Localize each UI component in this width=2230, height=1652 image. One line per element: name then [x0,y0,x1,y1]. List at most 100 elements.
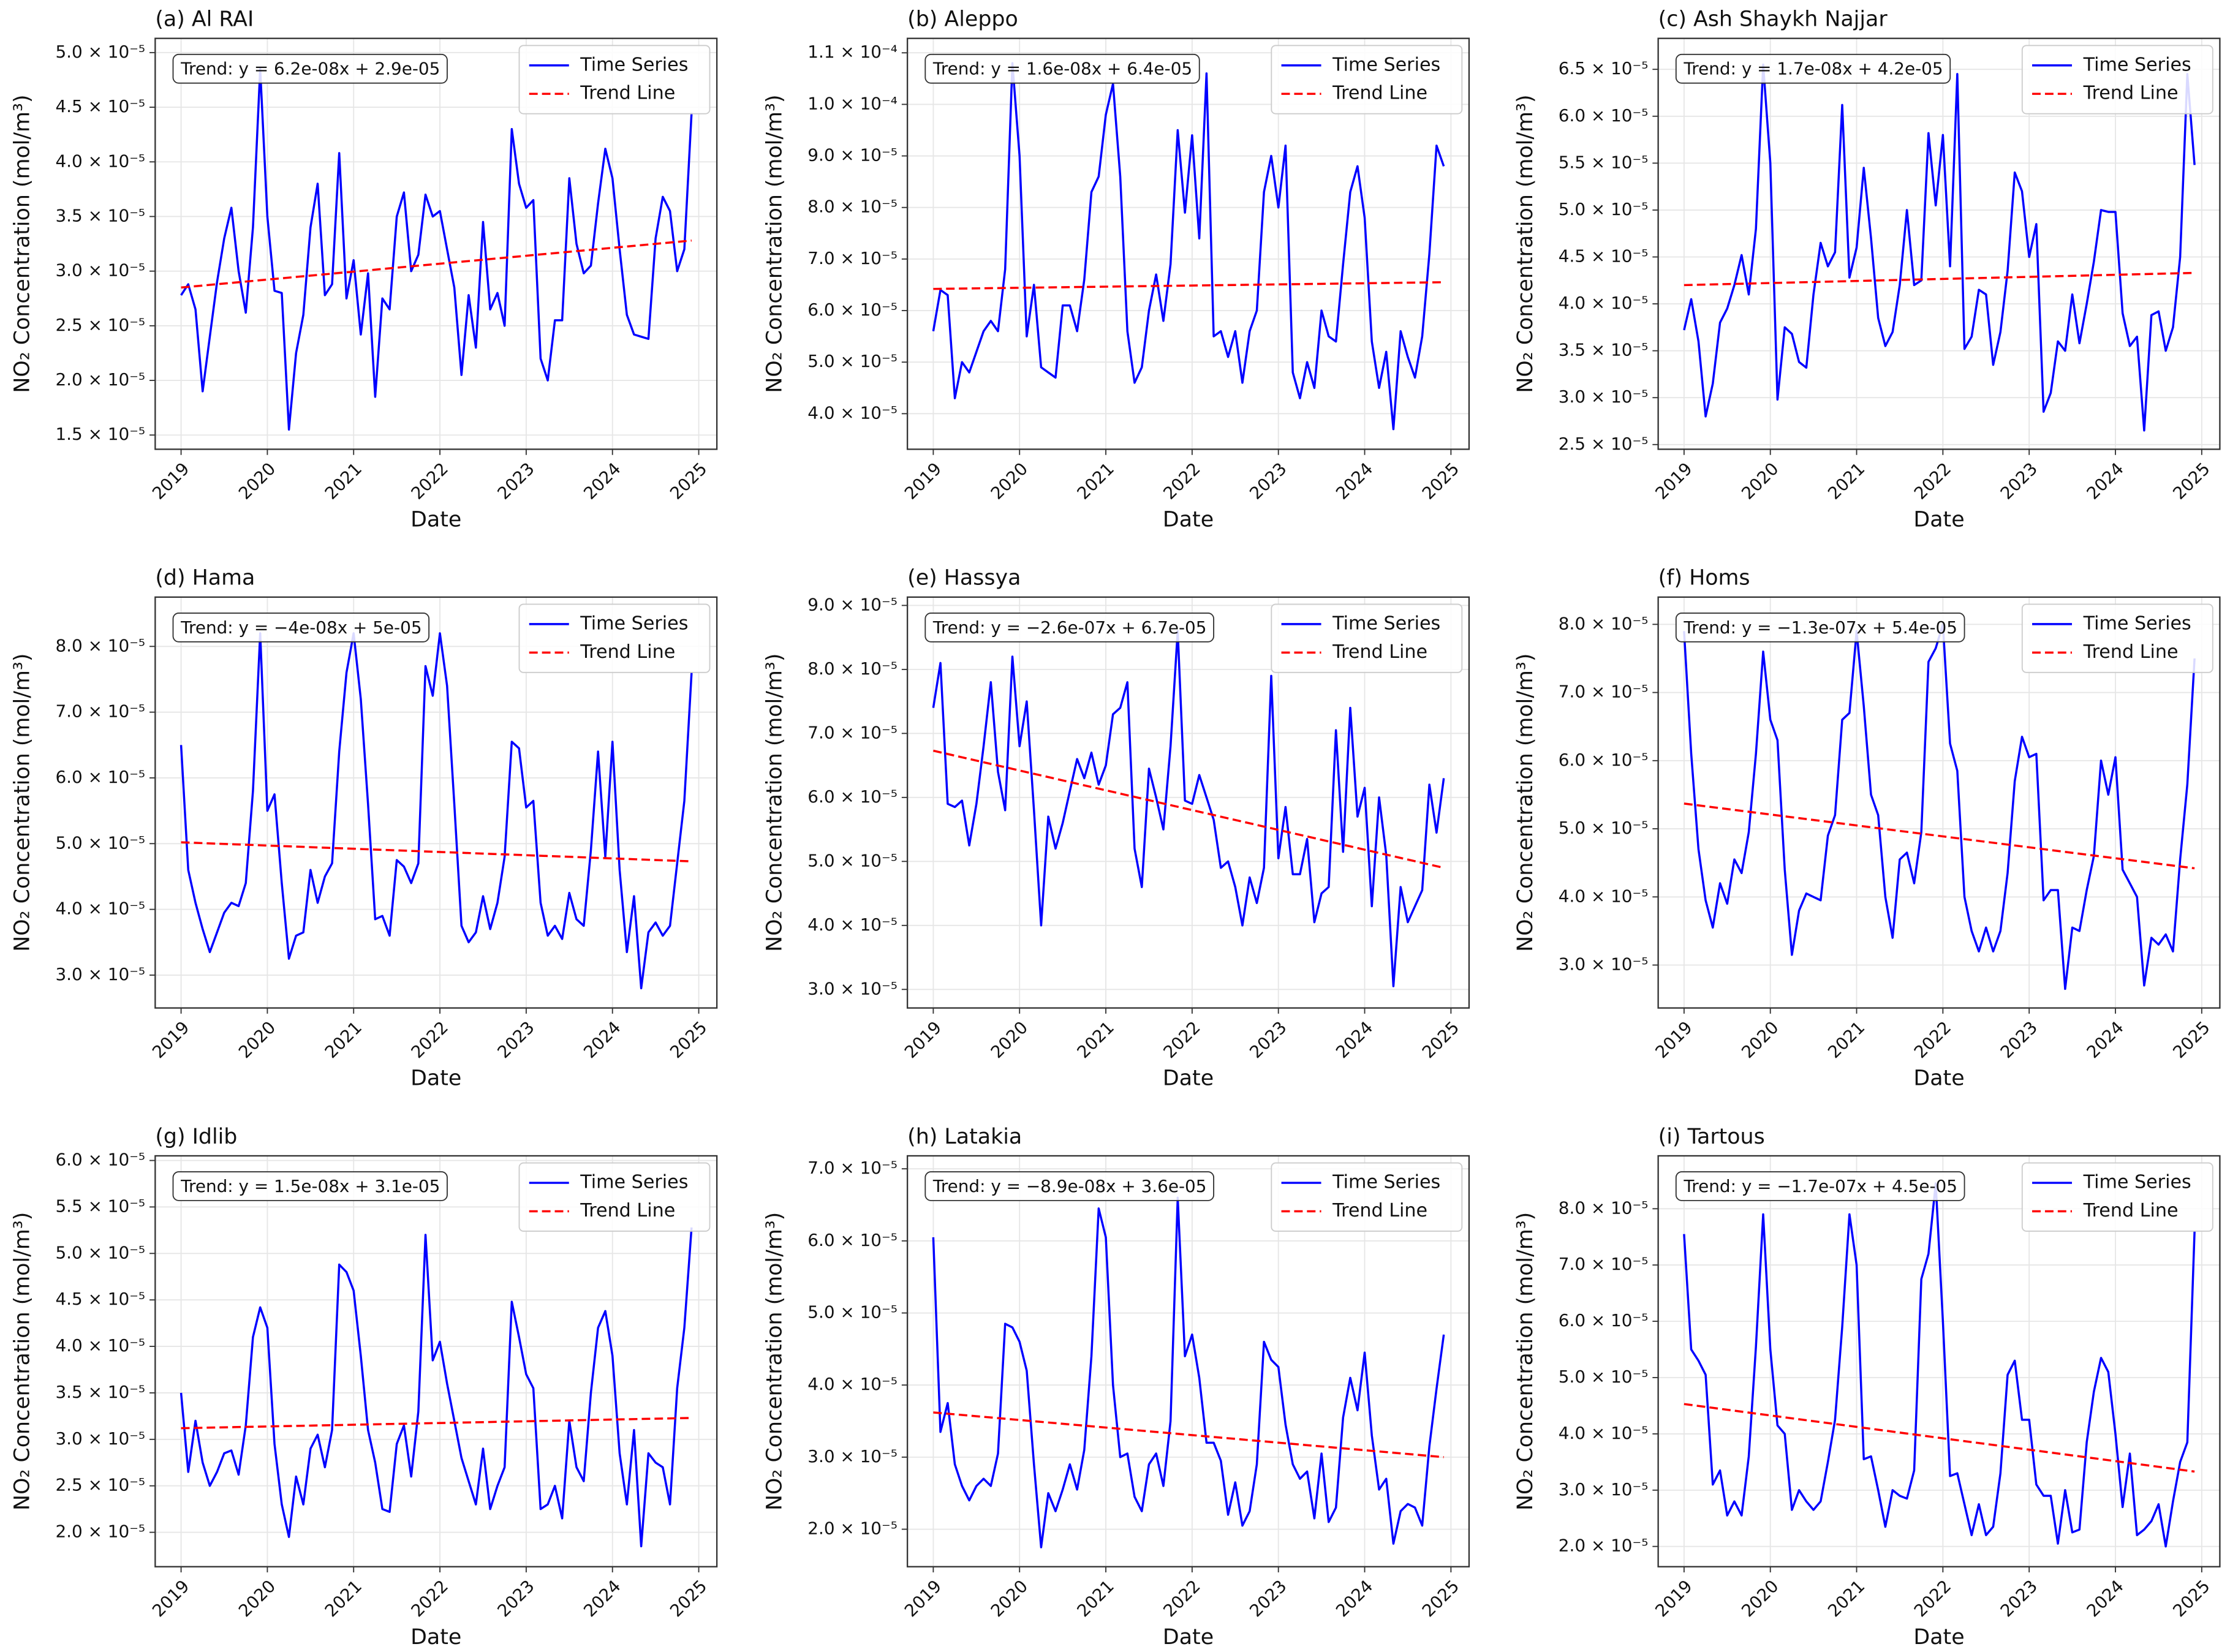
x-tick-label: 2023 [493,1576,538,1621]
y-tick-label: 8.0 × 10⁻⁵ [807,658,898,679]
y-axis-label: NO₂ Concentration (mol/m³) [762,654,787,952]
y-tick-label: 8.0 × 10⁻⁵ [1559,1198,1649,1218]
x-axis-label: Date [410,1066,461,1091]
y-axis-label: NO₂ Concentration (mol/m³) [1513,94,1538,393]
y-tick-label: 2.5 × 10⁻⁵ [55,315,145,335]
y-tick-label: 7.0 × 10⁻⁵ [807,248,898,268]
x-tick-label: 2022 [407,1576,452,1621]
x-tick-label: 2023 [1997,459,2041,504]
y-tick-label: 3.5 × 10⁻⁵ [1559,340,1649,360]
y-tick-label: 6.5 × 10⁻⁵ [1559,58,1649,78]
x-tick-label: 2020 [987,459,1032,504]
x-tick-label: 2020 [1737,1017,1782,1062]
x-tick-label: 2025 [666,1017,711,1062]
plot-frame [1657,1155,2221,1567]
x-tick-label: 2020 [987,1576,1032,1621]
x-tick-label: 2024 [1332,1017,1377,1062]
annotation-box [1675,1171,1965,1201]
y-tick-label: 4.0 × 10⁻⁵ [1559,293,1649,313]
legend-box [518,45,711,115]
x-tick-label: 2024 [580,459,624,504]
y-tick-label: 7.0 × 10⁻⁵ [807,1158,898,1178]
trend-line [181,239,692,289]
y-tick-label: 3.0 × 10⁻⁵ [807,978,898,998]
legend-box [2021,45,2213,115]
y-tick-label: 3.0 × 10⁻⁵ [1559,1479,1649,1499]
x-tick-label: 2019 [1651,1017,1696,1062]
trend-line [181,1417,692,1430]
annotation-box [172,1171,448,1201]
chart-title: (d) Hama [155,566,255,590]
x-tick-label: 2025 [2169,459,2213,504]
x-tick-label: 2019 [148,1017,193,1062]
x-tick-label: 2020 [235,1576,279,1621]
y-tick-label: 3.0 × 10⁻⁵ [55,260,145,281]
legend-label: Time Series [2083,613,2191,634]
y-tick-label: 5.0 × 10⁻⁵ [1559,199,1649,219]
y-tick-label: 3.0 × 10⁻⁵ [1559,387,1649,407]
x-tick-label: 2025 [2169,1017,2213,1062]
chart-title: (f) Homs [1658,566,1750,590]
y-tick-label: 4.0 × 10⁻⁵ [807,1374,898,1394]
y-tick-label: 6.0 × 10⁻⁵ [1559,105,1649,126]
y-tick-label: 4.5 × 10⁻⁵ [55,96,145,116]
series-line [932,62,1445,431]
legend-label: Trend Line [2083,1200,2179,1221]
y-tick-label: 6.0 × 10⁻⁵ [55,767,145,787]
chart-title: (c) Ash Shaykh Najjar [1658,7,1888,31]
x-tick-label: 2022 [1910,1017,1955,1062]
x-axis-label: Date [1913,1066,1964,1091]
y-tick-label: 4.0 × 10⁻⁵ [807,915,898,935]
chart-title: (e) Hassya [907,566,1021,590]
legend-label: Trend Line [580,83,675,104]
x-tick-label: 2023 [493,459,538,504]
annotation-box [172,612,430,643]
plot-frame [154,37,718,450]
x-axis-label: Date [410,507,461,532]
legend-box [518,603,711,673]
trend-line [933,1411,1444,1458]
x-tick-label: 2025 [666,459,711,504]
y-axis-label: NO₂ Concentration (mol/m³) [1513,1212,1538,1511]
x-tick-label: 2019 [901,1017,945,1062]
y-axis-label: NO₂ Concentration (mol/m³) [1513,654,1538,952]
y-tick-label: 9.0 × 10⁻⁵ [807,145,898,165]
x-tick-label: 2025 [666,1576,711,1621]
x-axis-label: Date [1163,1066,1214,1091]
legend-box [1271,603,1463,673]
trend-line [1684,271,2195,287]
y-tick-label: 4.0 × 10⁻⁵ [1559,1423,1649,1443]
x-tick-label: 2022 [1159,1576,1204,1621]
y-tick-label: 4.5 × 10⁻⁵ [1559,246,1649,266]
legend-label: Trend Line [2083,641,2179,663]
legend-label: Trend Line [2083,83,2179,104]
trend-annotation: Trend: y = 1.7e-08x + 4.2e-05 [1683,59,1943,79]
y-tick-label: 3.0 × 10⁻⁵ [807,1446,898,1466]
y-tick-label: 5.0 × 10⁻⁵ [807,850,898,870]
trend-annotation: Trend: y = −8.9e-08x + 3.6e-05 [932,1176,1207,1196]
legend-label: Time Series [580,1172,688,1193]
y-tick-label: 5.0 × 10⁻⁵ [1559,1367,1649,1387]
x-tick-label: 2020 [235,459,279,504]
y-tick-label: 8.0 × 10⁻⁵ [1559,613,1649,633]
legend-box [1271,1162,1463,1232]
y-tick-label: 1.1 × 10⁻⁴ [807,42,898,62]
y-tick-label: 5.5 × 10⁻⁵ [1559,152,1649,172]
x-tick-label: 2022 [1910,459,1955,504]
chart-title: (i) Tartous [1658,1125,1765,1149]
x-tick-label: 2022 [1159,1017,1204,1062]
y-tick-label: 2.5 × 10⁻⁵ [1559,434,1649,454]
x-tick-label: 2024 [1332,1576,1377,1621]
chart-title: (b) Aleppo [907,7,1018,31]
y-axis-label: NO₂ Concentration (mol/m³) [762,94,787,393]
x-tick-label: 2020 [987,1017,1032,1062]
plot-frame [906,596,1470,1009]
x-axis-label: Date [1913,1625,1964,1650]
annotation-box [1675,612,1965,643]
trend-line [933,281,1444,290]
x-tick-label: 2022 [407,1017,452,1062]
y-axis-label: NO₂ Concentration (mol/m³) [10,94,34,393]
annotation-box [172,53,448,84]
